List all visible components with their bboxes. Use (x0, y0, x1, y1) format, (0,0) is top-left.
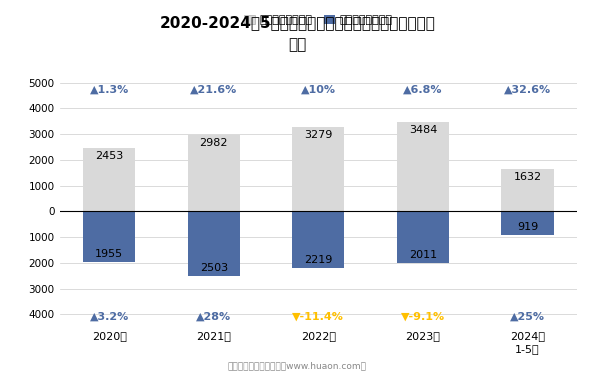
Legend: 出口额（亿美元）, 进口额（亿美元）: 出口额（亿美元）, 进口额（亿美元） (244, 15, 393, 26)
Bar (292, 211, 345, 268)
Bar (292, 127, 345, 211)
Bar (397, 122, 449, 211)
Bar (502, 211, 553, 235)
Text: 2011: 2011 (409, 250, 437, 260)
Text: 919: 919 (517, 222, 538, 232)
Text: ▲28%: ▲28% (196, 312, 231, 322)
Bar (502, 169, 553, 211)
Text: ▼-11.4%: ▼-11.4% (292, 312, 345, 322)
Bar (397, 211, 449, 263)
Text: ▲6.8%: ▲6.8% (403, 84, 443, 94)
Text: 1955: 1955 (95, 249, 123, 259)
Text: 2982: 2982 (199, 138, 228, 148)
Bar (83, 211, 135, 262)
Text: 2219: 2219 (304, 255, 333, 265)
Text: ▲10%: ▲10% (301, 84, 336, 94)
Bar (187, 135, 240, 211)
Text: 1632: 1632 (513, 173, 541, 182)
Bar (83, 148, 135, 211)
Text: ▲25%: ▲25% (510, 312, 545, 322)
Text: 2020-2024年5月深圳市商品收发货人所在地进、出口额: 2020-2024年5月深圳市商品收发货人所在地进、出口额 (159, 15, 436, 30)
Text: 2503: 2503 (200, 263, 228, 273)
Text: 3484: 3484 (409, 125, 437, 135)
Text: ▲32.6%: ▲32.6% (504, 84, 551, 94)
Text: ▲3.2%: ▲3.2% (90, 312, 129, 322)
Text: 统计: 统计 (289, 38, 306, 53)
Text: ▲21.6%: ▲21.6% (190, 84, 237, 94)
Text: 2453: 2453 (95, 151, 123, 161)
Text: 制图：华经产业研究院（www.huaon.com）: 制图：华经产业研究院（www.huaon.com） (228, 361, 367, 370)
Text: 3279: 3279 (304, 130, 333, 140)
Text: ▲1.3%: ▲1.3% (90, 84, 129, 94)
Text: ▼-9.1%: ▼-9.1% (401, 312, 445, 322)
Bar (187, 211, 240, 276)
